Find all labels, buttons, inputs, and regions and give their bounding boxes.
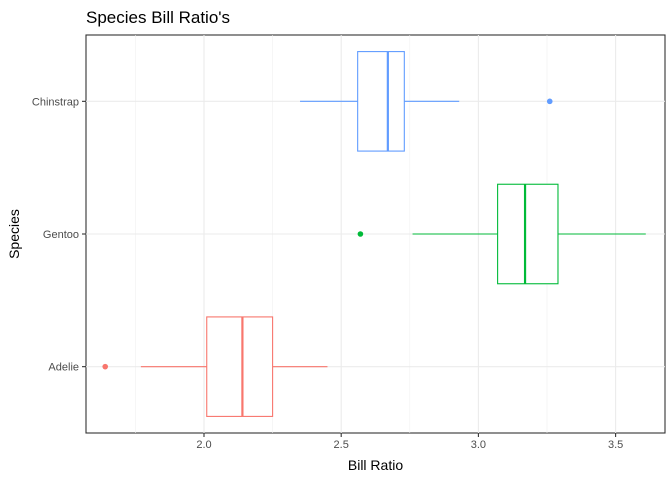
boxplot-gentoo <box>357 183 646 285</box>
boxplot-marks <box>102 51 646 417</box>
x-tick-label: 2.5 <box>334 439 349 451</box>
outlier-point <box>357 231 364 237</box>
outlier-point <box>546 98 553 105</box>
x-tick-label: 2.0 <box>196 439 211 451</box>
box-iqr <box>357 51 405 152</box>
x-axis-title: Bill Ratio <box>348 457 403 473</box>
y-tick-label: Adelie <box>48 362 79 374</box>
box-iqr <box>206 316 274 417</box>
boxplot-adelie <box>102 316 328 417</box>
y-tick-label: Chinstrap <box>32 96 79 108</box>
boxplot-chinstrap <box>300 51 553 152</box>
y-tick-label: Gentoo <box>43 229 79 241</box>
axis-ticks: 2.0 2.5 3.0 3.5 Adelie Gentoo Chinstrap <box>32 96 623 451</box>
outlier-point <box>102 363 109 370</box>
x-tick-label: 3.5 <box>608 439 623 451</box>
y-axis-title: Species <box>6 209 22 259</box>
chart-title: Species Bill Ratio's <box>86 8 230 27</box>
x-tick-label: 3.0 <box>471 439 486 451</box>
box-iqr <box>497 183 559 285</box>
